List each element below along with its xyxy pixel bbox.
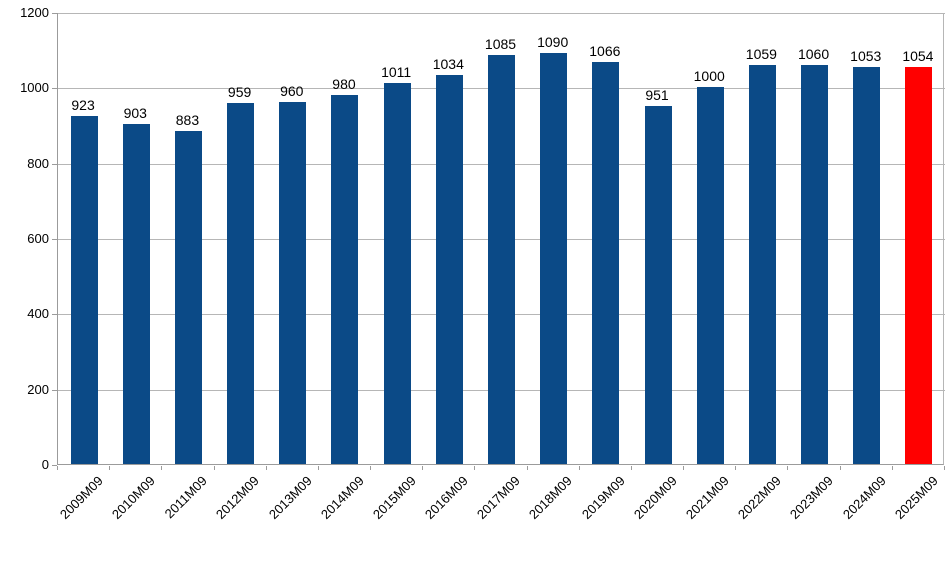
bar-value-label: 1000 [693, 68, 725, 85]
x-axis-tick [161, 466, 163, 470]
bar-value-label: 1060 [797, 45, 830, 62]
x-axis-category-label: 2017M09 [474, 473, 524, 522]
x-axis-category-label: 2024M09 [839, 473, 889, 522]
bar [540, 53, 568, 464]
x-axis-tick [735, 466, 737, 470]
x-axis-category-label: 2022M09 [735, 473, 784, 522]
x-axis-tick [944, 466, 945, 470]
bar-value-label: 951 [645, 86, 669, 103]
bar-value-label: 1053 [850, 48, 882, 65]
bar-value-label: 883 [175, 112, 200, 129]
x-axis-tick [213, 466, 215, 470]
bar [488, 55, 515, 464]
x-axis-category-label: 2023M09 [787, 473, 837, 522]
x-axis-category-label: 2016M09 [421, 473, 471, 522]
x-axis-category-label: 2021M09 [682, 473, 732, 522]
x-axis-tick [317, 466, 319, 470]
y-axis-tick [52, 314, 57, 316]
x-axis-tick [683, 466, 685, 470]
bar-value-label: 923 [71, 97, 95, 114]
x-axis-tick [891, 466, 893, 470]
x-axis-tick [787, 466, 789, 470]
bar [801, 64, 829, 464]
bar [174, 131, 202, 464]
x-axis-category-label: 2015M09 [369, 473, 419, 522]
bar [748, 65, 776, 464]
bar [70, 116, 98, 464]
x-axis-category-label: 2010M09 [108, 473, 158, 522]
x-axis-tick [109, 466, 111, 470]
x-axis-tick [474, 466, 476, 470]
bar [696, 87, 724, 464]
x-axis-tick [630, 466, 632, 470]
y-axis-tick [52, 239, 57, 240]
bar [905, 67, 933, 464]
x-axis-tick [370, 466, 372, 470]
x-axis-tick [422, 466, 424, 470]
bar [122, 123, 150, 464]
y-axis-tick-label: 400 [27, 306, 49, 322]
bar-value-label: 1011 [381, 64, 412, 81]
bar [331, 94, 359, 464]
x-axis-category-label: 2012M09 [213, 473, 263, 522]
plot-area [57, 13, 945, 465]
bar-value-label: 1085 [484, 36, 517, 53]
x-axis-tick [57, 466, 58, 470]
y-axis-tick-label: 1000 [20, 80, 49, 96]
y-axis-tick-label: 1200 [20, 5, 49, 20]
bar [592, 62, 620, 464]
x-axis-tick [839, 466, 841, 470]
x-axis-tick [526, 466, 528, 470]
x-axis-tick [578, 466, 580, 470]
gridline [58, 13, 945, 14]
x-axis-category-label: 2011M09 [161, 473, 211, 522]
bar [435, 74, 463, 464]
x-axis-category-label: 2018M09 [526, 473, 576, 522]
y-axis-tick [52, 465, 57, 466]
y-axis-tick-label: 600 [27, 231, 49, 246]
x-axis-category-label: 2025M09 [891, 473, 941, 522]
bar [644, 105, 672, 464]
x-axis-tick [265, 466, 267, 470]
bar [383, 83, 411, 464]
y-axis-tick [52, 13, 57, 14]
bar-value-label: 1066 [589, 43, 621, 60]
bar-value-label: 1059 [745, 46, 777, 63]
bar-value-label: 1034 [432, 55, 464, 72]
y-axis-tick [52, 389, 57, 391]
bar-value-label: 1054 [902, 47, 934, 64]
bar-value-label: 903 [123, 104, 147, 121]
bar-value-label: 1090 [537, 34, 569, 51]
y-axis-tick [52, 88, 57, 90]
x-axis-category-label: 2019M09 [578, 473, 628, 522]
y-axis-tick-label: 200 [27, 381, 49, 397]
bar [853, 67, 881, 464]
y-axis-tick-label: 800 [27, 155, 49, 171]
bar-value-label: 980 [332, 75, 356, 92]
y-axis-tick [52, 163, 57, 165]
x-axis-category-label: 2009M09 [56, 473, 106, 522]
x-axis-category-label: 2013M09 [265, 473, 315, 522]
bar [279, 102, 307, 464]
bar-value-label: 960 [280, 83, 304, 100]
bar [227, 102, 255, 464]
y-axis-tick-label: 0 [41, 457, 49, 472]
x-axis-category-label: 2014M09 [317, 473, 367, 522]
bar-value-label: 959 [227, 83, 252, 100]
x-axis-category-label: 2020M09 [630, 473, 680, 522]
